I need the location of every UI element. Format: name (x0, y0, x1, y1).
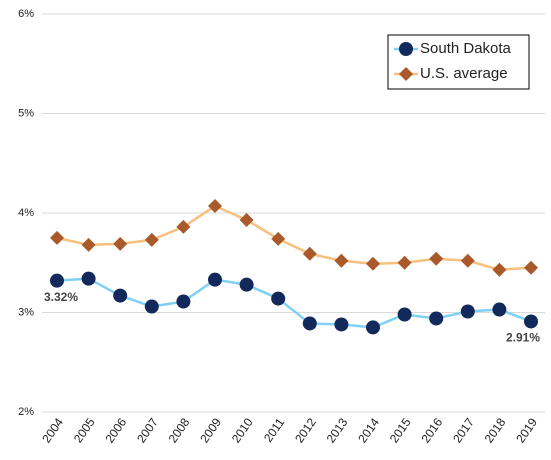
x-tick-label: 2011 (261, 415, 287, 444)
marker (399, 42, 413, 56)
x-tick-label: 2007 (134, 415, 161, 445)
legend-label: South Dakota (420, 40, 512, 57)
marker (460, 253, 475, 268)
x-tick-label: 2012 (292, 415, 319, 445)
x-tick-label: 2019 (513, 415, 540, 445)
legend: South Dakota U.S. average (387, 34, 530, 90)
marker (460, 304, 475, 319)
marker (302, 316, 317, 331)
marker (50, 230, 64, 245)
marker (492, 262, 507, 277)
marker (397, 307, 412, 322)
marker (81, 271, 96, 286)
y-tick-label: 5% (18, 107, 34, 119)
marker (271, 291, 286, 306)
marker (429, 311, 444, 326)
x-tick-label: 2006 (102, 415, 129, 445)
x-tick-label: 2005 (71, 415, 98, 445)
marker (366, 256, 380, 271)
x-tick-label: 2008 (166, 415, 193, 445)
marker (144, 232, 159, 247)
marker (176, 294, 191, 309)
series-line (56, 277, 532, 329)
x-tick-label: 2009 (197, 415, 224, 445)
marker (239, 277, 254, 292)
marker (176, 219, 191, 234)
marker (334, 317, 349, 332)
data-label: 2.91% (506, 331, 540, 345)
marker (271, 231, 286, 246)
marker (399, 67, 413, 81)
marker (524, 314, 538, 329)
series-line (56, 204, 532, 271)
marker (113, 236, 128, 251)
x-tick-label: 2014 (355, 415, 382, 445)
marker (239, 212, 254, 227)
marker (81, 237, 96, 252)
x-tick-label: 2013 (324, 415, 351, 445)
marker (366, 320, 380, 335)
marker (144, 299, 159, 314)
y-tick-label: 6% (18, 8, 34, 20)
marker (302, 246, 317, 261)
x-tick-label: 2015 (387, 415, 414, 445)
y-tick-label: 2% (18, 406, 34, 418)
marker (208, 199, 222, 214)
marker (429, 251, 444, 266)
y-tick-label: 3% (18, 306, 34, 318)
marker (492, 302, 507, 317)
marker (208, 272, 222, 287)
x-tick-label: 2010 (229, 415, 256, 445)
marker (397, 255, 412, 270)
legend-label: U.S. average (420, 65, 508, 82)
x-tick-label: 2017 (450, 415, 477, 445)
x-tick-label: 2016 (418, 415, 445, 445)
x-tick-label: 2018 (482, 415, 509, 445)
marker (334, 253, 349, 268)
marker (113, 288, 128, 303)
y-tick-label: 4% (18, 207, 34, 219)
marker (524, 260, 538, 275)
legend-box (387, 34, 530, 90)
x-tick-label: 2004 (39, 415, 66, 445)
marker (50, 273, 64, 288)
data-label: 3.32% (44, 290, 78, 304)
